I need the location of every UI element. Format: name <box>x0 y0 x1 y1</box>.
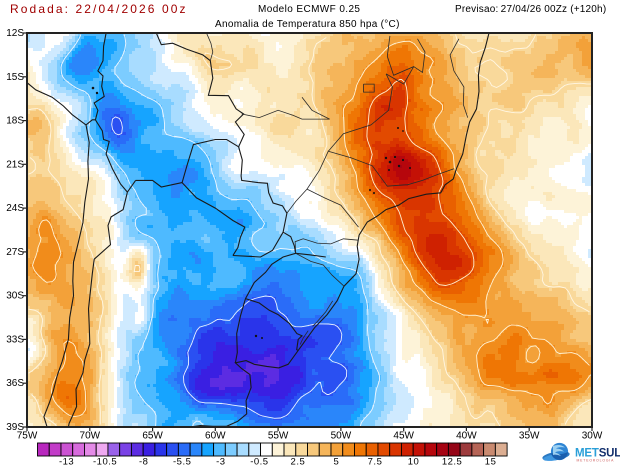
svg-text:15: 15 <box>485 457 497 466</box>
svg-text:5: 5 <box>334 457 340 466</box>
svg-text:METEOROLOGIA: METEOROLOGIA <box>577 459 615 463</box>
svg-text:33S: 33S <box>6 334 24 345</box>
svg-text:10: 10 <box>408 457 420 466</box>
svg-text:30S: 30S <box>6 291 24 302</box>
svg-text:39S: 39S <box>6 422 24 433</box>
svg-text:45W: 45W <box>393 431 414 442</box>
svg-text:55W: 55W <box>268 431 289 442</box>
svg-text:-5.5: -5.5 <box>173 457 191 466</box>
svg-text:50W: 50W <box>331 431 352 442</box>
svg-text:-3: -3 <box>216 457 225 466</box>
svg-text:24S: 24S <box>6 203 24 214</box>
svg-text:METSUL: METSUL <box>575 448 620 460</box>
svg-text:18S: 18S <box>6 116 24 127</box>
svg-text:12S: 12S <box>6 28 24 39</box>
svg-text:-10.5: -10.5 <box>93 457 117 466</box>
svg-text:12.5: 12.5 <box>442 457 463 466</box>
svg-text:30W: 30W <box>582 431 603 442</box>
svg-text:75W: 75W <box>17 431 38 442</box>
svg-text:60W: 60W <box>205 431 226 442</box>
svg-text:35W: 35W <box>519 431 540 442</box>
svg-text:2.5: 2.5 <box>291 457 306 466</box>
svg-text:-8: -8 <box>139 457 148 466</box>
svg-text:15S: 15S <box>6 72 24 83</box>
svg-text:70W: 70W <box>80 431 101 442</box>
svg-text:27S: 27S <box>6 247 24 258</box>
svg-text:7.5: 7.5 <box>368 457 383 466</box>
svg-text:36S: 36S <box>6 378 24 389</box>
svg-text:-0.5: -0.5 <box>250 457 268 466</box>
svg-text:65W: 65W <box>142 431 163 442</box>
svg-text:40W: 40W <box>456 431 477 442</box>
svg-text:-13: -13 <box>59 457 74 466</box>
svg-text:21S: 21S <box>6 159 24 170</box>
